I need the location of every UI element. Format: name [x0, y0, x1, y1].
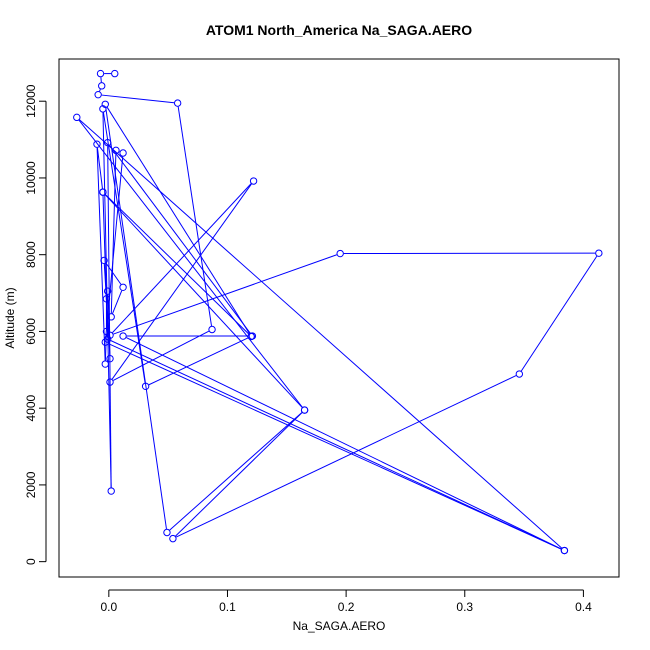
data-point	[300, 406, 309, 414]
series-segment	[111, 183, 252, 380]
series-segment	[169, 412, 303, 531]
data-point	[73, 113, 81, 122]
x-axis: 0.0 0.1 0.2 0.3 0.4	[100, 589, 592, 614]
y-tick-label: 8000	[24, 241, 38, 268]
data-point	[560, 546, 569, 555]
series-segment	[175, 375, 517, 538]
data-point	[163, 528, 171, 537]
series-segment	[110, 153, 117, 314]
series-segment	[96, 147, 106, 361]
data-point	[96, 69, 105, 78]
series-segment	[105, 263, 122, 285]
data-point	[107, 313, 115, 321]
series-segment	[177, 106, 213, 327]
data-point	[249, 177, 258, 185]
series-layer	[73, 69, 603, 555]
data-point	[119, 283, 127, 292]
y-tick-label: 2000	[24, 471, 38, 498]
series-segment	[107, 294, 111, 356]
x-tick-label: 0.4	[575, 600, 592, 614]
data-point	[173, 99, 182, 107]
y-tick-label: 4000	[24, 395, 38, 422]
data-point	[98, 82, 106, 90]
x-axis-label: Na_SAGA.AERO	[293, 619, 386, 633]
data-point	[101, 100, 109, 108]
chart-title: ATOM1 North_America Na_SAGA.AERO	[206, 22, 472, 38]
y-axis-label: Altitude (m)	[3, 287, 17, 348]
data-point	[107, 487, 115, 495]
data-point	[208, 325, 216, 334]
series-segment	[105, 194, 249, 335]
data-point	[106, 378, 114, 386]
data-point	[336, 249, 344, 258]
series-segment	[102, 195, 109, 336]
series-segment	[110, 340, 562, 550]
series-segment	[126, 337, 562, 550]
series-segment	[109, 145, 251, 334]
series-segment	[107, 146, 112, 488]
series-segment	[148, 337, 249, 386]
data-point	[141, 382, 150, 390]
data-point	[99, 105, 107, 113]
data-point	[102, 295, 111, 303]
series-segment	[102, 112, 112, 488]
series-segment	[108, 343, 562, 550]
y-tick-label: 10000	[24, 161, 38, 195]
series-segment	[101, 94, 175, 104]
plot-frame	[58, 58, 620, 578]
x-tick-label: 0.0	[100, 600, 117, 614]
series-segment	[175, 412, 303, 537]
x-tick-label: 0.3	[456, 600, 473, 614]
data-point	[595, 249, 603, 257]
data-point	[119, 332, 127, 340]
data-point	[94, 90, 102, 99]
y-tick-label: 12000	[24, 84, 38, 118]
data-point	[112, 146, 120, 155]
series-segment	[99, 89, 101, 92]
series-segment	[112, 330, 210, 381]
y-tick-label: 0	[24, 558, 38, 565]
data-point	[247, 332, 255, 341]
series-segment	[106, 107, 250, 334]
data-point	[101, 360, 109, 368]
data-point	[93, 140, 101, 148]
y-tick-label: 6000	[24, 318, 38, 345]
data-point	[103, 335, 112, 343]
series-segment	[112, 290, 123, 314]
data-point	[103, 138, 112, 147]
series-segment	[520, 255, 598, 372]
data-point	[119, 149, 127, 157]
data-point	[102, 327, 111, 336]
series-segment	[104, 194, 303, 408]
x-tick-label: 0.2	[338, 600, 355, 614]
data-point	[103, 287, 112, 295]
series-segment	[102, 112, 146, 383]
data-point	[515, 370, 524, 378]
y-axis: 0 2000 4000 6000 8000 10000 12000	[24, 84, 47, 565]
data-point	[99, 188, 107, 196]
data-point	[169, 534, 177, 543]
series-segment	[105, 107, 167, 529]
data-point	[111, 69, 119, 78]
series-segment	[78, 119, 303, 408]
x-tick-label: 0.1	[219, 600, 236, 614]
series-segment	[96, 147, 103, 189]
series-segment	[112, 183, 252, 333]
data-point	[106, 354, 114, 363]
series-segment	[79, 119, 563, 549]
data-point	[100, 256, 108, 265]
